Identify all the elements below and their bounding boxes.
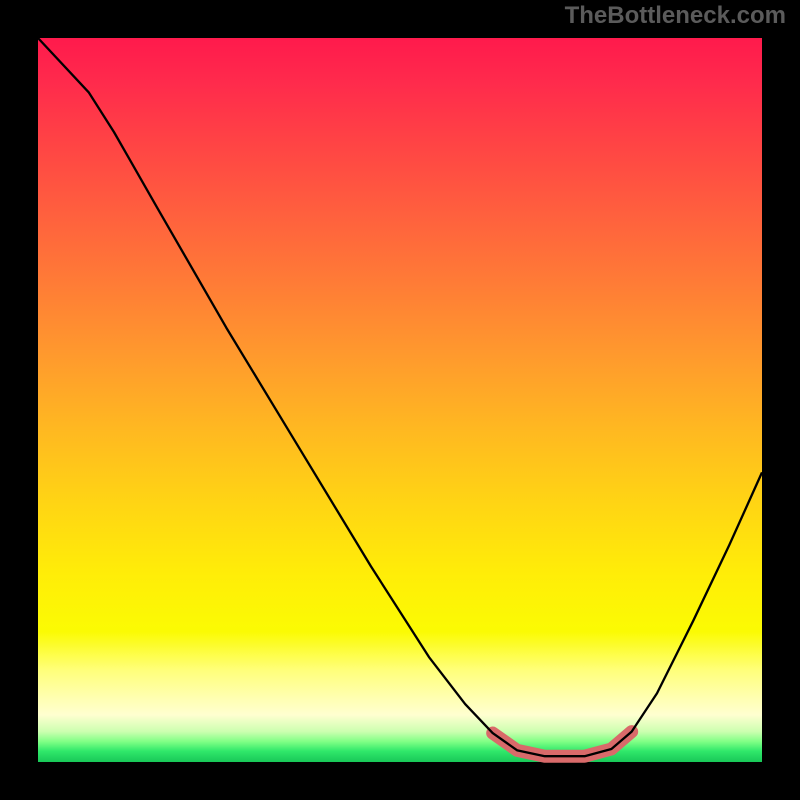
watermark-label: TheBottleneck.com: [565, 2, 786, 30]
chart-svg: [0, 0, 800, 800]
plot-area: [38, 38, 762, 762]
chart-frame: TheBottleneck.com: [0, 0, 800, 800]
